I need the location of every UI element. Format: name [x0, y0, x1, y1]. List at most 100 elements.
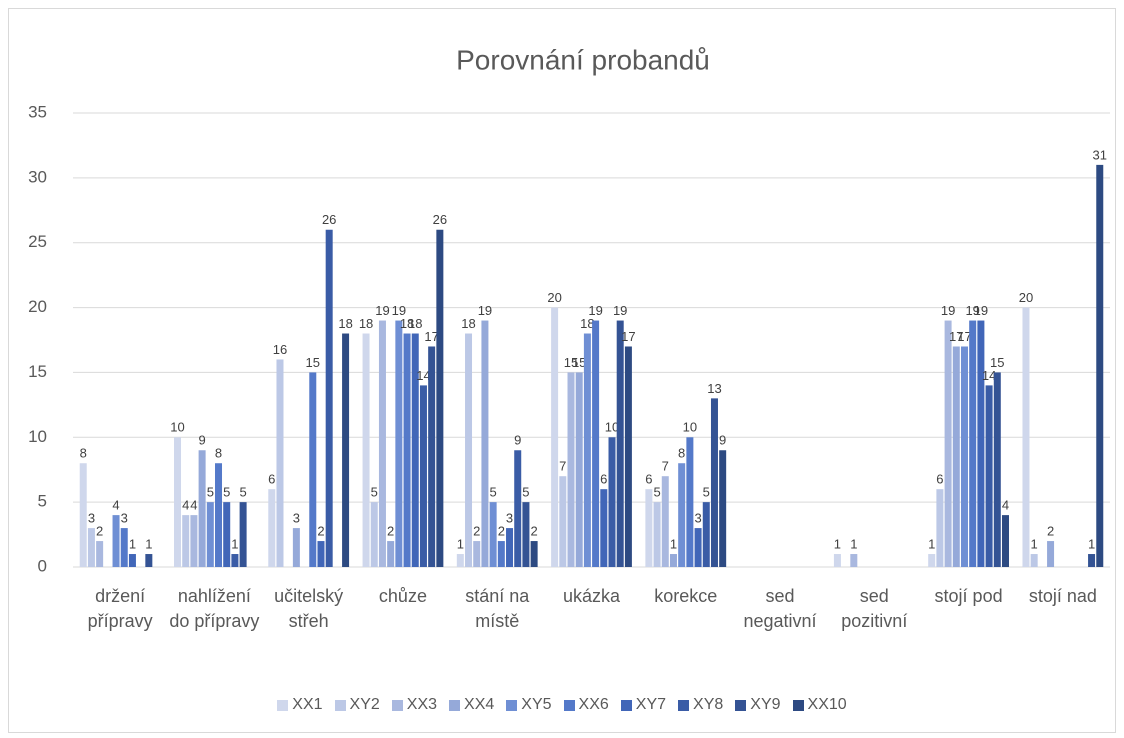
legend-swatch [506, 699, 518, 711]
bar [624, 346, 632, 567]
data-label: 17 [424, 329, 438, 344]
data-label: 19 [941, 303, 955, 318]
data-label: 2 [96, 523, 103, 538]
data-label: 4 [190, 498, 197, 513]
data-label: 31 [1093, 147, 1107, 162]
data-label: 17 [949, 329, 963, 344]
data-label: 26 [322, 212, 336, 227]
bar [1088, 554, 1096, 567]
data-label: 19 [965, 303, 979, 318]
data-label: 19 [613, 303, 627, 318]
data-label: 2 [387, 523, 394, 538]
bar [428, 346, 436, 567]
data-label: 4 [112, 498, 119, 513]
bar [436, 229, 444, 567]
bar [661, 476, 669, 567]
bar [231, 554, 239, 567]
x-tick-label: sed pozitivní [841, 586, 908, 631]
data-label: 2 [317, 523, 324, 538]
bar [977, 320, 985, 567]
data-label: 2 [473, 523, 480, 538]
data-label: 16 [273, 342, 287, 357]
bar [309, 372, 317, 567]
x-tick-label: stání na místě [465, 586, 530, 631]
bar [1022, 307, 1030, 567]
data-label: 19 [392, 303, 406, 318]
bar [489, 502, 497, 567]
legend-label: XY2 [349, 696, 380, 713]
data-label: 18 [338, 316, 352, 331]
data-label: 1 [670, 536, 677, 551]
bar [223, 502, 231, 567]
data-label: 5 [207, 485, 214, 500]
x-tick-label: chůze [378, 586, 427, 606]
data-label: 1 [129, 536, 136, 551]
data-label: 18 [580, 316, 594, 331]
data-label: 5 [653, 485, 660, 500]
bar [268, 489, 276, 567]
data-label: 3 [506, 511, 513, 526]
bar [719, 450, 727, 567]
data-label: 18 [408, 316, 422, 331]
bar [342, 333, 350, 567]
bar [128, 554, 136, 567]
bar [378, 320, 386, 567]
x-tick-label: ukázka [562, 586, 621, 606]
bar [1001, 515, 1009, 567]
legend-item: XX3 [391, 696, 438, 714]
bar [952, 346, 960, 567]
bar [120, 528, 128, 567]
bar [506, 528, 514, 567]
bar [96, 541, 104, 567]
legend-label: XX1 [292, 696, 323, 713]
bar [669, 554, 677, 567]
bar [292, 528, 300, 567]
bar [276, 359, 284, 567]
bar [370, 502, 378, 567]
bar [79, 463, 87, 567]
data-label: 10 [683, 420, 697, 435]
bar [198, 450, 206, 567]
legend-item: XX10 [792, 696, 847, 714]
legend-label: XX6 [578, 696, 609, 713]
legend-item: XX4 [449, 696, 494, 714]
bar [1096, 164, 1104, 567]
bar [678, 463, 686, 567]
bar [522, 502, 530, 567]
data-label: 26 [433, 212, 447, 227]
data-label: 6 [936, 472, 943, 487]
bar [575, 372, 583, 567]
data-label: 6 [268, 472, 275, 487]
data-label: 8 [80, 446, 87, 461]
data-label: 14 [416, 368, 430, 383]
data-label: 19 [974, 303, 988, 318]
y-tick-label: 25 [28, 232, 47, 251]
data-label: 6 [600, 472, 607, 487]
data-label: 10 [170, 420, 184, 435]
legend-item: XX1 [277, 696, 323, 714]
legend-swatch [563, 699, 575, 711]
data-label: 15 [564, 355, 578, 370]
data-label: 9 [514, 433, 521, 448]
legend-swatch [334, 699, 346, 711]
legend-item: XY5 [506, 696, 552, 714]
bar [362, 333, 370, 567]
bar [395, 320, 403, 567]
bar [833, 554, 841, 567]
legend-swatch [277, 699, 289, 711]
bar [686, 437, 694, 567]
bar [87, 528, 95, 567]
bar [592, 320, 600, 567]
data-label: 3 [88, 511, 95, 526]
data-label: 4 [182, 498, 189, 513]
legend-item: XY7 [620, 696, 666, 714]
legend-label: XX10 [807, 696, 847, 713]
x-tick-label: stojí nad [1028, 586, 1097, 606]
bar [514, 450, 522, 567]
chart-border [8, 8, 1116, 733]
y-tick-label: 15 [28, 362, 47, 381]
bar [530, 541, 538, 567]
bar [473, 541, 481, 567]
legend-label: XX3 [406, 696, 438, 713]
